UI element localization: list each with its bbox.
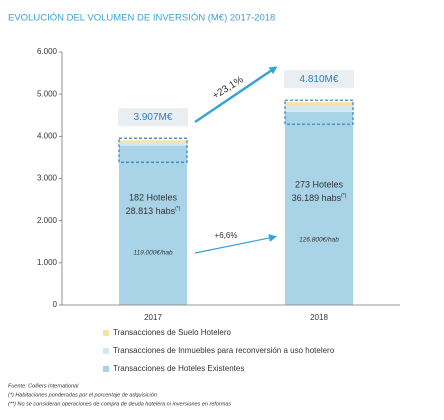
total-label: 4.810M€	[300, 74, 339, 85]
bar-note-rooms: 36.189 habs	[292, 193, 342, 203]
bar-note-mark: (*)	[175, 206, 181, 212]
chart-title: EVOLUCIÓN DEL VOLUMEN DE INVERSIÓN (M€) …	[8, 13, 275, 24]
y-tick-label: 4.000	[37, 131, 58, 140]
legend-swatch	[103, 348, 109, 354]
bar-note-price: 119.000€/hab	[133, 250, 173, 257]
bar-note: 28.813 habs(*)	[126, 206, 181, 216]
bar-segment	[285, 111, 353, 305]
bar-note-mark: (*)	[341, 193, 347, 199]
legend-label: Transacciones de Suelo Hotelero	[113, 328, 232, 337]
bar-note-price: 126.800€/hab	[299, 237, 339, 244]
y-tick-label: 6.000	[37, 47, 58, 56]
x-tick-label: 2017	[144, 313, 162, 322]
bar-segment	[285, 105, 353, 112]
bar-segment	[285, 102, 353, 106]
legend-label: Transacciones de Inmuebles para reconver…	[113, 346, 335, 355]
y-tick-label: 1.000	[37, 258, 58, 267]
total-label: 3.907M€	[134, 112, 173, 123]
x-tick-label: 2018	[310, 313, 328, 322]
y-tick-label: 0	[53, 300, 58, 309]
legend-swatch	[103, 366, 109, 372]
total-box	[118, 137, 188, 163]
total-label-bg	[284, 70, 354, 89]
bar-segment	[119, 142, 187, 146]
footnote: Fuente: Colliers International	[8, 383, 79, 389]
growth-arrow	[194, 234, 277, 254]
footnote: (**) No se consideran operaciones de com…	[8, 401, 231, 407]
bar-note: 36.189 habs(*)	[292, 193, 347, 203]
bar-segment	[119, 140, 187, 143]
bar-note-rooms: 28.813 habs	[126, 206, 176, 216]
y-tick-label: 2.000	[37, 216, 58, 225]
legend-label: Transacciones de Hoteles Existentes	[113, 364, 244, 373]
y-tick-label: 5.000	[37, 89, 58, 98]
growth-label: +6,6%	[215, 231, 238, 240]
bar-segment	[119, 145, 187, 305]
total-box	[284, 99, 354, 125]
footnote: (*) Habitaciones ponderadas por el porce…	[8, 392, 157, 398]
total-label-bg	[118, 108, 188, 127]
growth-label: +23,1%	[211, 74, 246, 102]
growth-arrow	[194, 66, 278, 124]
legend-swatch	[103, 330, 109, 336]
bar-note: 182 Hoteles	[129, 192, 178, 202]
y-tick-label: 3.000	[37, 174, 58, 183]
bar-note: 273 Hoteles	[295, 179, 344, 189]
